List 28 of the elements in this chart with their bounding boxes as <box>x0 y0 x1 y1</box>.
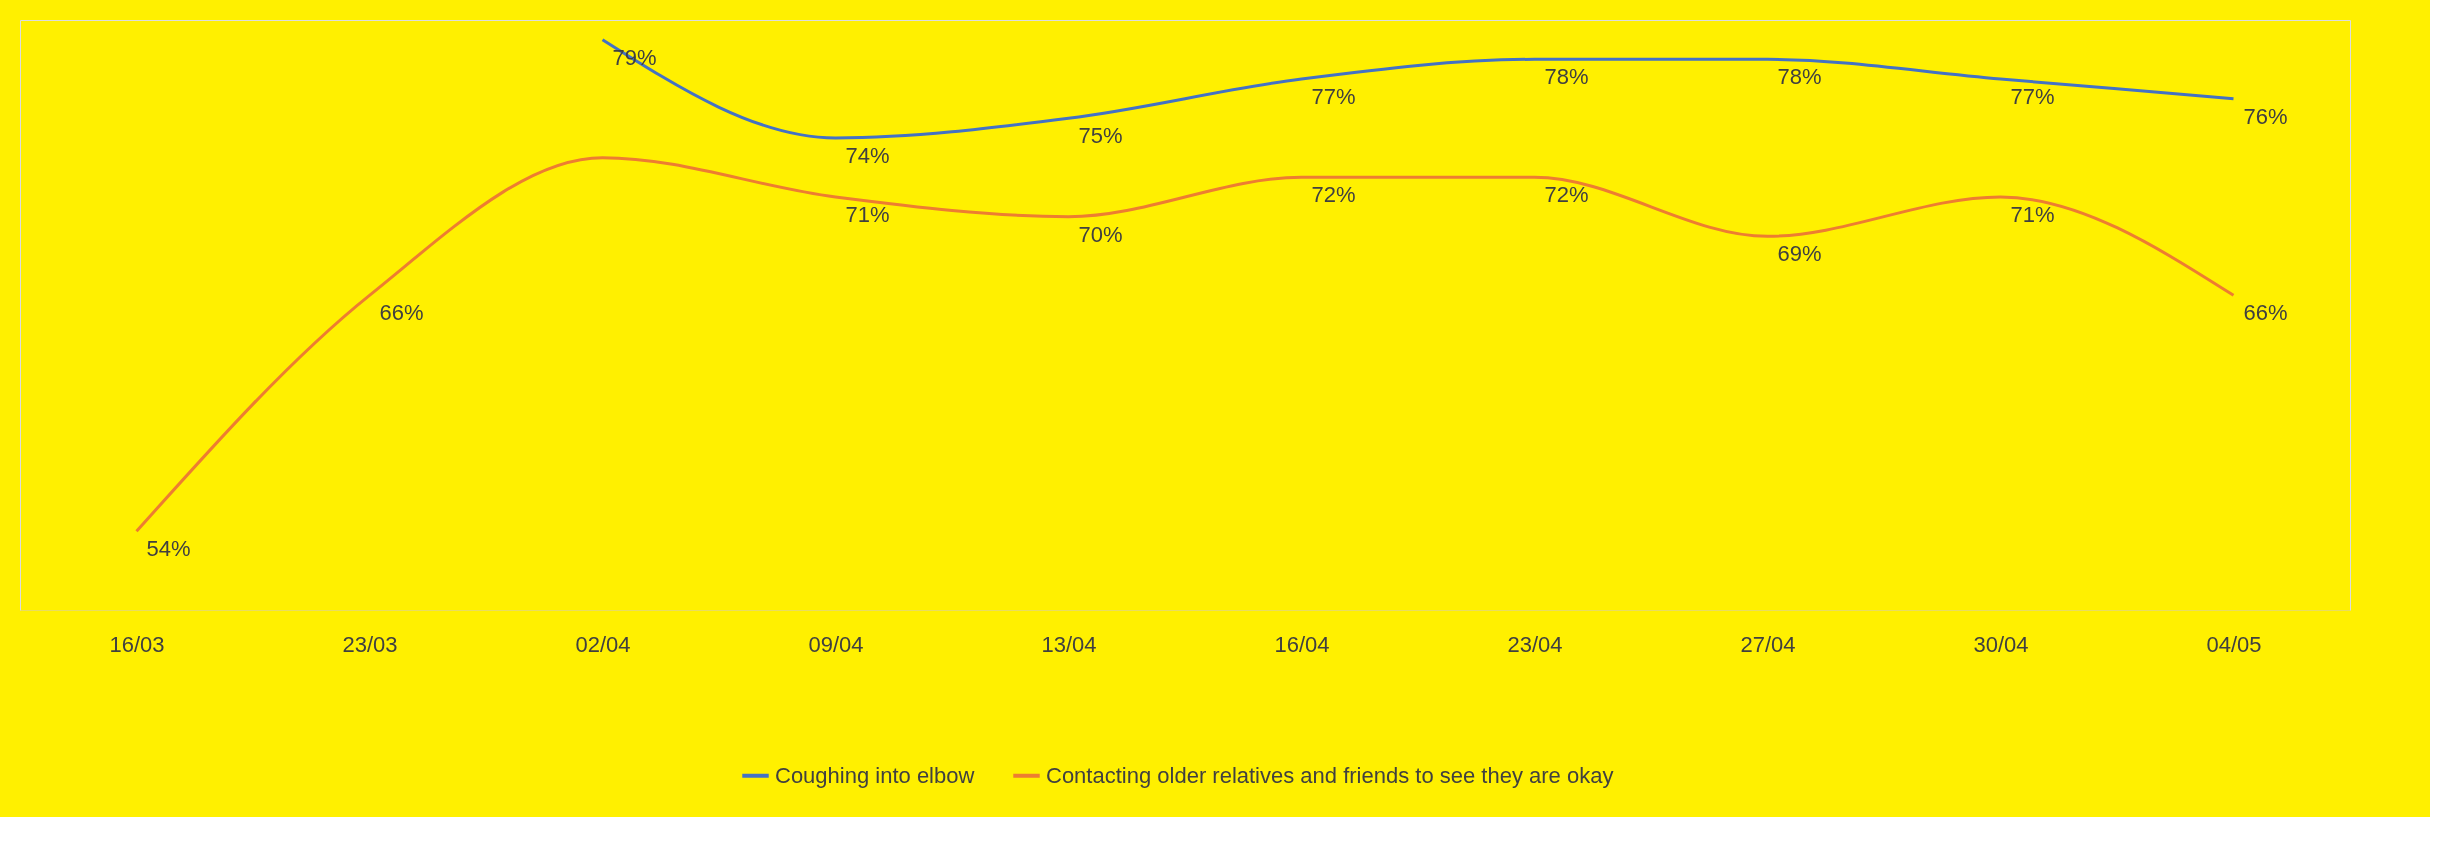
x-tick-label: 09/04 <box>808 631 864 657</box>
x-tick-label: 27/04 <box>1740 631 1796 657</box>
data-label: 77% <box>1311 84 1356 109</box>
data-label: 72% <box>1311 182 1356 208</box>
data-label: 69% <box>1777 241 1822 267</box>
data-label: 54% <box>146 536 191 562</box>
data-label: 71% <box>845 202 890 227</box>
data-label: 74% <box>845 143 890 168</box>
data-label: 71% <box>2010 202 2055 227</box>
data-label: 66% <box>379 300 424 326</box>
x-tick-label: 23/03 <box>342 631 398 657</box>
data-label: 77% <box>2010 84 2055 109</box>
x-tick-label: 04/05 <box>2206 631 2262 657</box>
data-label: 66% <box>2243 300 2288 326</box>
data-label: 75% <box>1078 123 1123 149</box>
x-tick-label: 16/04 <box>1274 631 1330 657</box>
data-label: 72% <box>1544 182 1589 208</box>
legend-label: Coughing into elbow <box>775 762 975 788</box>
data-label: 70% <box>1078 221 1123 247</box>
data-label: 76% <box>2243 103 2288 129</box>
data-label: 78% <box>1777 64 1822 90</box>
x-tick-label: 16/03 <box>109 631 165 657</box>
x-tick-label: 30/04 <box>1973 631 2029 657</box>
x-tick-label: 23/04 <box>1507 631 1563 657</box>
legend-label: Contacting older relatives and friends to see they are okay <box>1046 762 1614 788</box>
x-tick-label: 13/04 <box>1041 631 1097 657</box>
data-label: 78% <box>1544 64 1589 90</box>
x-tick-label: 02/04 <box>575 631 631 657</box>
